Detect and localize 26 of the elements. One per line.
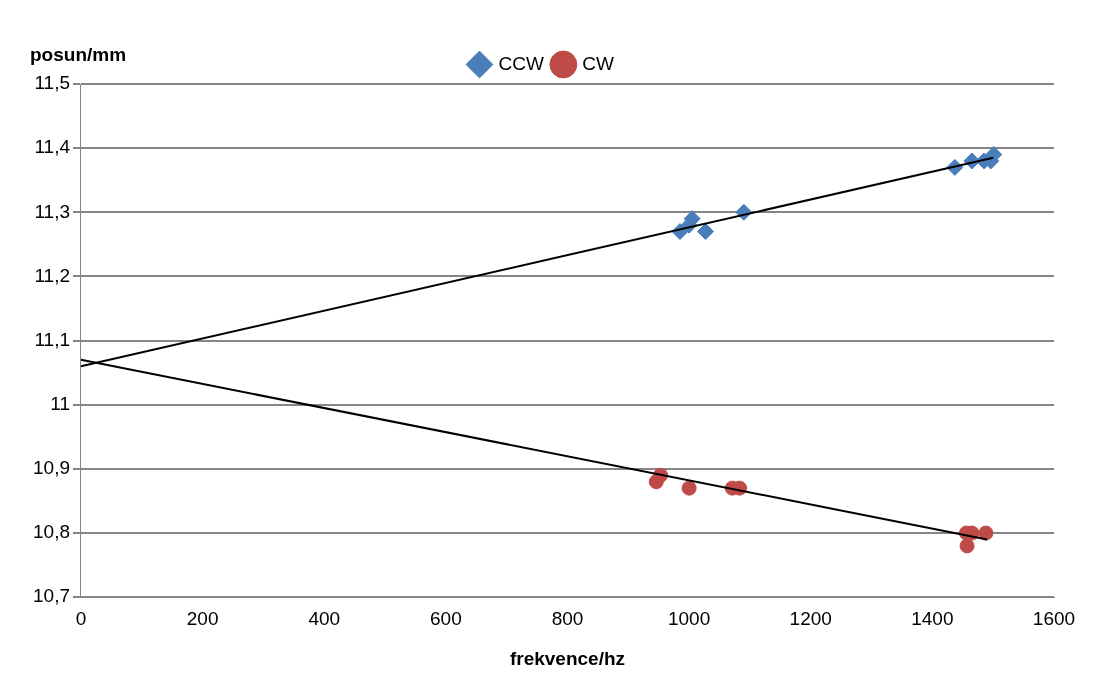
x-tick-label: 800 — [551, 607, 584, 629]
y-tick-label: 10,7 — [33, 585, 70, 607]
x-tick-label: 400 — [308, 607, 341, 629]
point — [959, 538, 975, 554]
legend-label: CCW — [498, 52, 544, 74]
y-tick-label: 11,4 — [34, 136, 71, 158]
point — [681, 480, 697, 496]
y-axis-title: posun/mm — [30, 44, 127, 66]
y-tick-label: 11,2 — [34, 264, 70, 286]
y-tick-label: 11,5 — [34, 72, 70, 94]
x-tick-label: 1200 — [789, 607, 832, 629]
y-tick-label: 11,1 — [34, 328, 70, 350]
x-tick-label: 1400 — [911, 607, 954, 629]
x-tick-label: 1600 — [1032, 607, 1076, 629]
x-tick-label: 1000 — [667, 607, 711, 629]
point — [697, 223, 715, 241]
x-tick-label: 0 — [75, 607, 87, 629]
x-tick-label: 600 — [430, 607, 462, 629]
y-tick-label: 11,3 — [34, 200, 70, 222]
point — [978, 525, 994, 541]
x-axis-title: frekvence/hz — [509, 648, 626, 670]
y-tick-label: 10,9 — [33, 457, 70, 479]
x-tick-label: 200 — [186, 607, 219, 629]
legend-label: CW — [582, 52, 615, 74]
y-tick-label: 11 — [50, 392, 70, 414]
y-tick-label: 10,8 — [33, 521, 70, 543]
